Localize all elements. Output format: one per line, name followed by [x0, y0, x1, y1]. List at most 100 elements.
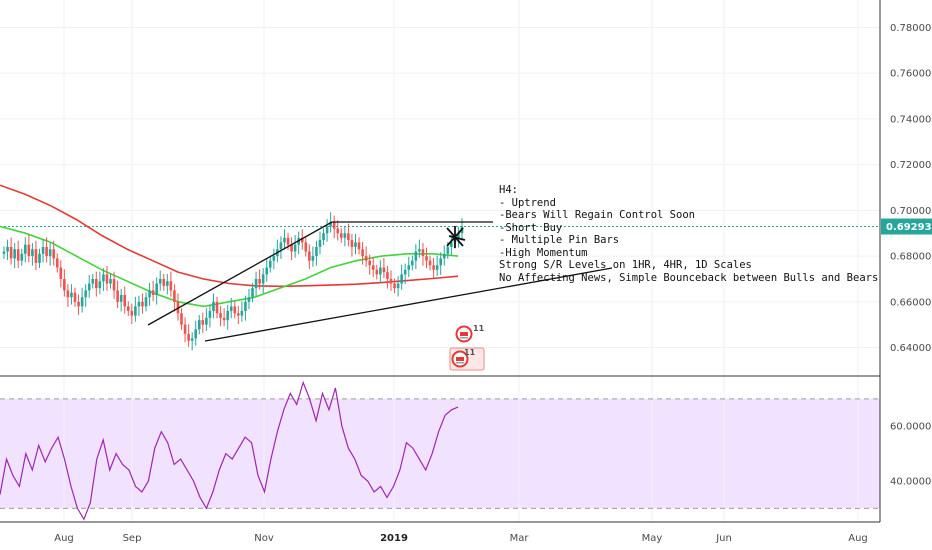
candle [343, 225, 347, 247]
candle [151, 280, 155, 302]
svg-text:0.69293: 0.69293 [886, 222, 932, 233]
candle [226, 304, 229, 330]
candle [389, 270, 393, 291]
candle [258, 269, 261, 290]
candle [173, 284, 176, 312]
candle [180, 308, 183, 330]
rsi-band-fill [0, 398, 880, 509]
price-scale-bg [881, 0, 932, 550]
candle [240, 301, 244, 322]
rsi-tick-label: 60.0000 [890, 422, 931, 433]
candle [63, 269, 66, 297]
candle [237, 305, 240, 325]
event-badge-count: 11 [464, 348, 476, 357]
candle [77, 294, 80, 315]
candle [229, 297, 233, 319]
time-tick-label: Sep [123, 533, 142, 544]
candle [350, 233, 354, 257]
price-tick-label: 0.72000 [890, 160, 931, 171]
price-tick-label: 0.70000 [890, 206, 931, 217]
candle [134, 296, 137, 322]
candle [414, 244, 418, 270]
candle [272, 248, 276, 270]
candle [361, 241, 364, 265]
candle [48, 243, 52, 266]
channel-lower-line[interactable] [204, 267, 613, 342]
candle [190, 332, 194, 351]
current-price-tag: 0.69293 [881, 218, 932, 235]
candle [315, 240, 318, 266]
candle [403, 263, 407, 284]
candle [375, 264, 379, 280]
candle [215, 296, 219, 319]
candle [439, 252, 442, 275]
candle [382, 257, 386, 279]
trend-drawings[interactable] [147, 221, 613, 342]
candle [336, 220, 340, 241]
ma-red-line [0, 184, 459, 288]
candle [201, 312, 205, 334]
candle [435, 255, 439, 276]
candle [347, 223, 350, 247]
candle [9, 237, 13, 265]
candle [20, 248, 24, 266]
time-tick-label: Mar [510, 533, 530, 544]
candle [95, 271, 98, 297]
price-tick-label: 0.76000 [890, 69, 931, 80]
candle [126, 301, 130, 317]
annotation-line: - Multiple Pin Bars [499, 234, 619, 246]
candle [410, 255, 414, 271]
candle [208, 304, 212, 328]
candle [233, 301, 237, 319]
annotation-line: -Short Buy [499, 222, 562, 234]
candle [407, 256, 411, 278]
candle [70, 284, 73, 305]
rsi-axis[interactable]: 60.0000 40.0000 [890, 422, 931, 488]
candle [24, 237, 27, 263]
candle [371, 256, 375, 278]
channel-upper-line[interactable] [147, 221, 333, 326]
price-tick-label: 0.64000 [890, 343, 931, 354]
candle [41, 239, 45, 263]
price-pane[interactable] [0, 0, 880, 375]
candle [418, 239, 421, 258]
candle [290, 237, 293, 260]
pin-marker-icon[interactable] [446, 226, 466, 248]
time-tick-label: Aug [54, 533, 74, 544]
time-axis[interactable]: Aug Sep Nov 2019 Mar May Jun Aug [54, 533, 868, 544]
event-badge[interactable]: 11 [449, 347, 485, 371]
candle [119, 288, 123, 312]
candle [194, 320, 198, 346]
candle [6, 239, 9, 260]
candle [322, 228, 325, 246]
event-badge[interactable]: 11 [455, 324, 485, 343]
candle [339, 228, 343, 243]
candle [162, 273, 166, 291]
candle [31, 243, 34, 266]
candle [169, 271, 173, 297]
candle [393, 278, 396, 294]
candle [265, 259, 269, 282]
candle [205, 308, 208, 331]
candle [261, 268, 265, 294]
candle [45, 237, 48, 263]
candle [311, 246, 315, 267]
candle [197, 315, 201, 335]
candle [98, 271, 102, 295]
price-tick-label: 0.78000 [890, 23, 931, 34]
candle [244, 295, 247, 321]
candle [66, 284, 70, 307]
price-axis[interactable]: 0.78000 0.76000 0.74000 0.72000 0.70000 0.680… [890, 23, 931, 354]
moving-averages [0, 184, 459, 308]
candle [268, 255, 272, 273]
candle [130, 303, 134, 325]
candle [16, 240, 20, 268]
candle [13, 243, 16, 268]
event-badge-count: 11 [473, 324, 485, 333]
candle [27, 235, 31, 263]
ma-green-line [0, 225, 459, 308]
candle [283, 229, 286, 250]
time-tick-label: May [642, 533, 663, 544]
candle [187, 324, 190, 347]
